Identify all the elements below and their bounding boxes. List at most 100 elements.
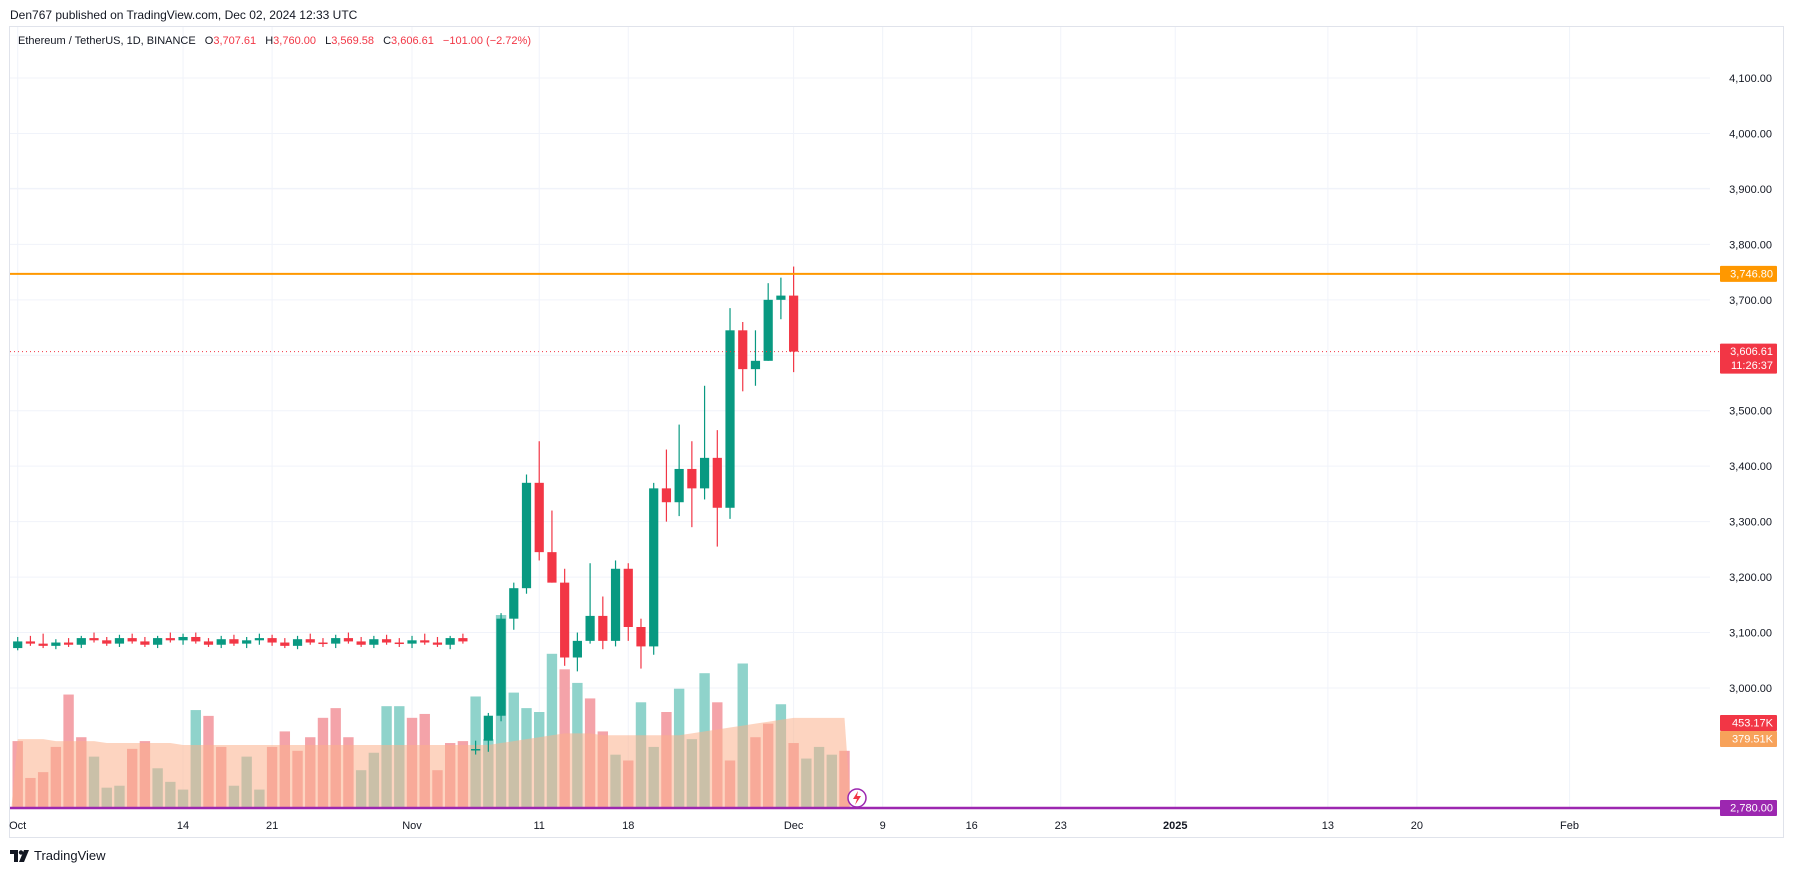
open-value: 3,707.61 — [213, 35, 257, 47]
x-tick-label: 14 — [177, 820, 189, 832]
candle-body — [203, 641, 214, 645]
candle-body — [432, 642, 443, 645]
candle-body — [25, 641, 36, 644]
x-tick-label: 2025 — [1163, 820, 1187, 832]
time-axis: Oct 14 21 Nov 11 18 Dec 9 16 23 2025 13 20 Feb — [9, 820, 1579, 832]
candle-body — [661, 488, 672, 503]
close-value: 3,606.61 — [391, 35, 434, 47]
volume-bar — [546, 653, 558, 809]
candle-body — [776, 295, 786, 300]
x-tick-label: Dec — [784, 820, 804, 832]
y-tick-label: 3,900.00 — [1729, 184, 1772, 196]
lightning-icon — [853, 791, 861, 805]
candle-body — [674, 468, 684, 503]
candle-body — [394, 642, 404, 645]
candle-body — [331, 638, 341, 644]
y-tick-label: 3,400.00 — [1729, 461, 1772, 473]
candle-body — [496, 618, 506, 716]
baseline-badge-text: 2,780.00 — [1730, 803, 1773, 815]
y-tick-label: 3,000.00 — [1729, 683, 1772, 695]
y-tick-label: 3,800.00 — [1729, 239, 1772, 251]
candle-body — [789, 295, 799, 352]
candle-body — [140, 641, 150, 645]
y-tick-label: 3,500.00 — [1729, 406, 1772, 418]
candle-body — [763, 299, 773, 361]
candle-body — [534, 482, 544, 553]
ohlc-legend: Ethereum / TetherUS, 1D, BINANCE O3,707.… — [18, 35, 531, 47]
y-tick-label: 3,100.00 — [1729, 628, 1772, 640]
last-price-badge-text: 11:26:37 — [1731, 360, 1773, 372]
symbol-label[interactable]: Ethereum / TetherUS, 1D, BINANCE — [18, 35, 196, 47]
candle-body — [458, 638, 468, 642]
brand-label: TradingView — [34, 848, 106, 863]
candle-body — [178, 636, 188, 641]
close-key: C — [383, 35, 392, 47]
x-tick-label: 11 — [534, 820, 545, 832]
level-badge: 3,746.80 — [1720, 265, 1777, 282]
candle-body — [738, 330, 748, 370]
candle-body — [89, 638, 99, 641]
candle-body — [407, 640, 417, 644]
candle-body — [343, 638, 354, 642]
candle-body — [471, 749, 481, 751]
candle-body — [636, 627, 646, 647]
baseline-badge: 2,780.00 — [1720, 800, 1777, 816]
candle-body — [305, 639, 315, 643]
change-value: −101.00 (−2.72%) — [442, 35, 531, 47]
x-tick-label: 23 — [1055, 820, 1067, 832]
candle-body — [725, 330, 735, 508]
x-tick-label: 20 — [1411, 820, 1423, 832]
candle-body — [509, 588, 519, 619]
candle-body — [521, 482, 532, 589]
volume-badge-sell: 453.17K — [1720, 715, 1777, 731]
candle-body — [267, 638, 277, 643]
candle-body — [165, 638, 175, 641]
x-tick-label: Feb — [1560, 820, 1579, 832]
candle-body — [445, 638, 455, 645]
volume-badge-sell-bg — [1720, 715, 1777, 731]
candle-body — [483, 715, 493, 741]
candle-body — [750, 360, 761, 370]
candle-body — [242, 640, 252, 644]
candle-body — [153, 638, 163, 645]
tradingview-logo[interactable]: TradingView — [10, 848, 106, 863]
candle-body — [254, 638, 264, 641]
chart-frame — [9, 26, 1784, 838]
candle-body — [127, 638, 137, 642]
x-tick-label: 9 — [880, 820, 886, 832]
candle-body — [114, 638, 125, 644]
candle-body — [547, 552, 557, 583]
level-badge-text: 3,746.80 — [1730, 268, 1773, 280]
candle-body — [76, 638, 86, 645]
candle-body — [229, 639, 239, 644]
published-by: Den767 published on TradingView.com, Dec… — [10, 8, 358, 22]
high-key: H — [265, 35, 274, 47]
candle-body — [598, 615, 608, 641]
x-tick-label: 21 — [266, 820, 278, 832]
y-tick-label: 4,100.00 — [1729, 73, 1772, 85]
candle-body — [623, 568, 633, 627]
candle-body — [560, 582, 570, 658]
candle-body — [292, 639, 303, 646]
x-tick-label: 13 — [1322, 820, 1334, 832]
event-marker — [847, 788, 867, 808]
x-tick-label: Oct — [9, 820, 26, 832]
candle-body — [63, 642, 74, 645]
candle-body — [610, 568, 621, 641]
candle-body — [649, 488, 659, 647]
low-key: L — [325, 35, 332, 47]
candle-body — [699, 457, 710, 489]
candle-series — [13, 266, 799, 755]
open-key: O — [204, 35, 214, 47]
candle-body — [687, 468, 697, 489]
last-price-badge-bg — [1720, 343, 1777, 374]
volume-badge-sell-text: 453.17K — [1732, 718, 1774, 730]
candle-body — [102, 640, 112, 644]
grid-lines — [10, 27, 1710, 809]
y-tick-label: 4,000.00 — [1729, 128, 1772, 140]
y-tick-label: 3,700.00 — [1729, 295, 1772, 307]
candle-body — [381, 639, 392, 643]
candle-body — [585, 615, 595, 641]
candle-body — [318, 642, 328, 645]
